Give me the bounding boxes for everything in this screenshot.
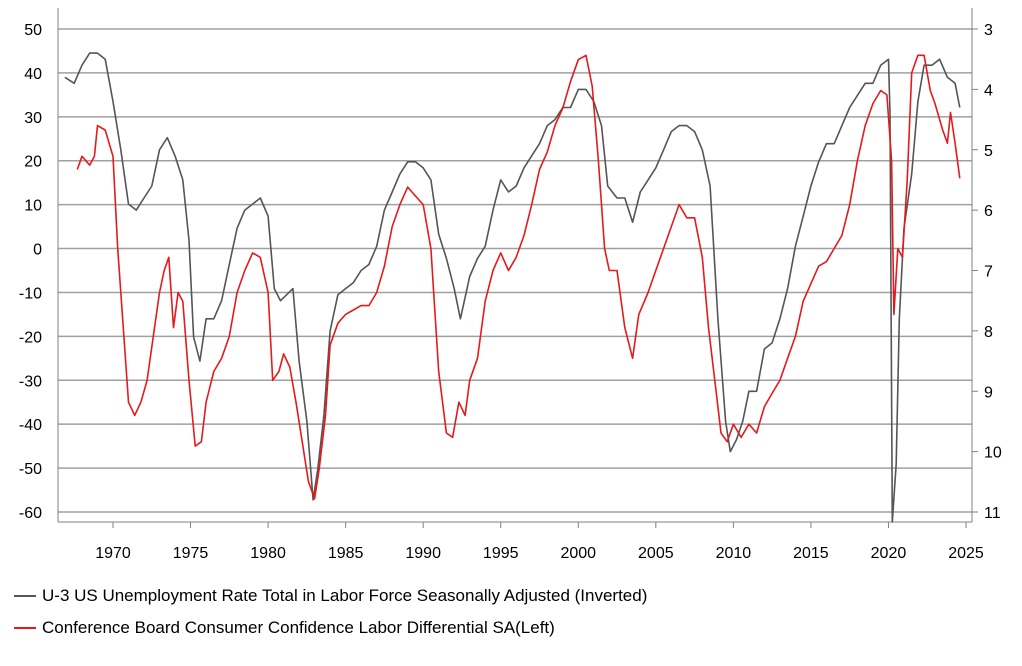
right-tick-label: 11 [984,505,1001,522]
legend-item-unemployment: U-3 US Unemployment Rate Total in Labor … [14,586,647,606]
x-tick-label: 1975 [173,545,209,562]
left-tick-label: 0 [33,242,42,259]
left-tick-label: -40 [19,417,42,434]
left-axis-ticks: 50 40 30 20 10 0 -10 -20 -30 -40 -50 -60 [19,22,42,522]
x-tick-label: 1980 [250,545,286,562]
x-tick-label: 2010 [716,545,752,562]
x-tick-label: 2020 [871,545,907,562]
axes [57,8,973,523]
legend-label-unemployment: U-3 US Unemployment Rate Total in Labor … [42,586,648,605]
right-tick-label: 4 [984,82,993,99]
series-lines [64,52,961,523]
x-tick-label: 2005 [638,545,674,562]
left-tick-label: 20 [24,154,42,171]
left-tick-label: 10 [24,198,42,215]
gridlines [58,28,972,513]
right-tick-label: 5 [984,143,993,160]
x-tick-label: 1985 [328,545,364,562]
right-tick-label: 9 [984,384,993,401]
right-tick-label: 10 [984,445,1002,462]
left-tick-label: -30 [19,373,42,390]
x-tick-label: 2015 [793,545,829,562]
right-tick-label: 6 [984,203,993,220]
x-tick-label: 1990 [405,545,441,562]
legend-label-labor-differential: Conference Board Consumer Confidence Lab… [42,618,555,637]
legend-item-labor-differential: Conference Board Consumer Confidence Lab… [14,618,555,638]
legend-swatch-unemployment [14,595,36,597]
series-line-unemployment [64,52,961,523]
left-tick-label: 50 [24,22,42,39]
legend-swatch-labor-differential [14,627,36,629]
right-tick-label: 3 [984,22,993,39]
left-tick-label: 40 [24,66,42,83]
left-tick-label: -50 [19,461,42,478]
x-tick-label: 2025 [948,545,984,562]
left-tick-label: -10 [19,285,42,302]
left-tick-label: -20 [19,329,42,346]
right-tick-label: 8 [984,324,993,341]
x-tick-label: 2000 [560,545,596,562]
left-tick-label: -60 [19,505,42,522]
right-axis-ticks: 3 4 5 6 7 8 9 10 11 [972,22,1002,522]
x-axis-ticks: 1970 1975 1980 1985 1990 1995 2000 2005 2010 2015… [95,522,984,562]
x-tick-label: 1970 [95,545,131,562]
x-tick-label: 1995 [483,545,519,562]
left-tick-label: 30 [24,110,42,127]
series-line-labor-differential [76,54,961,500]
right-tick-label: 7 [984,264,993,281]
